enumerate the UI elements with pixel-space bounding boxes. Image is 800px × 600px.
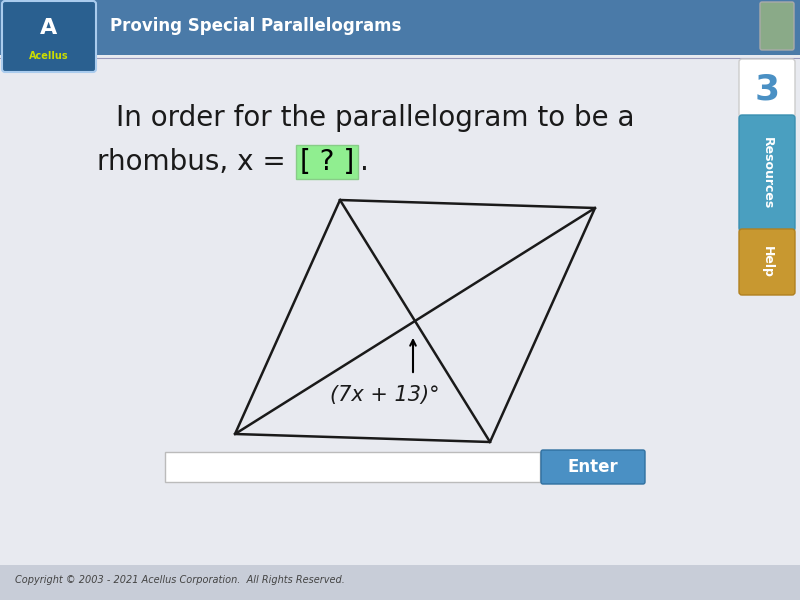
FancyBboxPatch shape — [739, 59, 795, 117]
FancyBboxPatch shape — [739, 229, 795, 295]
Text: Copyright © 2003 - 2021 Acellus Corporation.  All Rights Reserved.: Copyright © 2003 - 2021 Acellus Corporat… — [15, 575, 345, 585]
Text: .: . — [360, 148, 369, 176]
FancyBboxPatch shape — [296, 145, 358, 179]
Text: Help: Help — [761, 246, 774, 278]
Text: 3: 3 — [754, 73, 779, 107]
Text: Enter: Enter — [568, 458, 618, 476]
Bar — [0, 0, 800, 55]
Text: rhombus, x =: rhombus, x = — [98, 148, 295, 176]
Text: Acellus: Acellus — [29, 51, 69, 61]
Bar — [165, 452, 540, 482]
FancyBboxPatch shape — [739, 115, 795, 231]
Text: [ ? ]: [ ? ] — [300, 148, 354, 176]
FancyBboxPatch shape — [760, 2, 794, 50]
Text: Resources: Resources — [761, 137, 774, 209]
Text: Proving Special Parallelograms: Proving Special Parallelograms — [110, 17, 402, 35]
FancyBboxPatch shape — [541, 450, 645, 484]
Text: (7x + 13)°: (7x + 13)° — [330, 385, 440, 405]
Text: In order for the parallelogram to be a: In order for the parallelogram to be a — [116, 104, 634, 132]
Text: A: A — [40, 18, 58, 38]
Bar — [0, 565, 800, 600]
FancyBboxPatch shape — [2, 1, 96, 72]
